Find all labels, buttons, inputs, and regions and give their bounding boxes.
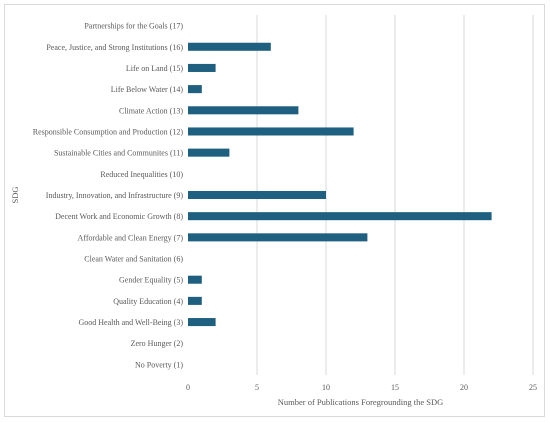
bar: [188, 275, 202, 284]
gridlines: [256, 15, 534, 375]
category-labels: Partnerships for the Goals (17) Peace, Ju…: [33, 22, 184, 370]
chart-frame: Partnerships for the Goals (17) Peace, Ju…: [4, 4, 545, 417]
category-label: Sustainable Cities and Communites (11): [54, 149, 183, 158]
x-tick-label: 5: [255, 383, 259, 392]
x-tick-label: 20: [460, 383, 468, 392]
bars: [188, 42, 492, 327]
x-tick-label: 15: [391, 383, 399, 392]
category-label: Life Below Water (14): [111, 85, 184, 94]
bar: [188, 190, 326, 200]
bar: [188, 233, 368, 242]
bar: [188, 127, 354, 136]
bar: [188, 106, 299, 115]
category-label: Reduced Inequalities (10): [100, 170, 183, 179]
bar: [188, 63, 216, 72]
x-tick-label: 25: [529, 383, 537, 392]
y-axis-title: SDG: [10, 186, 20, 203]
bar: [188, 318, 216, 327]
bar: [188, 42, 271, 51]
category-label: Decent Work and Economic Growth (8): [55, 212, 183, 221]
bar: [188, 85, 202, 94]
category-label: Responsible Consumption and Production (…: [33, 127, 184, 136]
x-axis-title: Number of Publications Foregrounding the…: [278, 397, 444, 407]
category-label: Industry, Innovation, and Infrastructure…: [46, 191, 184, 200]
x-tick-labels: 0 5 10 15 20 25: [186, 383, 537, 392]
category-label: Quality Education (4): [113, 297, 183, 306]
category-label: Gender Equality (5): [119, 276, 183, 285]
category-label: Life on Land (15): [126, 64, 183, 73]
bar: [188, 296, 202, 305]
category-label: Good Health and Well-Being (3): [78, 318, 183, 327]
category-label: Zero Hunger (2): [131, 339, 184, 348]
category-label: Peace, Justice, and Strong Institutions …: [46, 43, 183, 52]
x-tick-label: 10: [322, 383, 330, 392]
bar: [188, 148, 230, 157]
category-label: No Poverty (1): [135, 360, 183, 369]
category-label: Climate Action (13): [119, 106, 183, 115]
x-tick-label: 0: [186, 383, 190, 392]
category-label: Clean Water and Sanitation (6): [84, 255, 183, 264]
bar: [188, 212, 492, 221]
category-label: Affordable and Clean Energy (7): [78, 233, 184, 242]
bar-chart: Partnerships for the Goals (17) Peace, Ju…: [10, 15, 537, 407]
category-label: Partnerships for the Goals (17): [84, 22, 183, 31]
